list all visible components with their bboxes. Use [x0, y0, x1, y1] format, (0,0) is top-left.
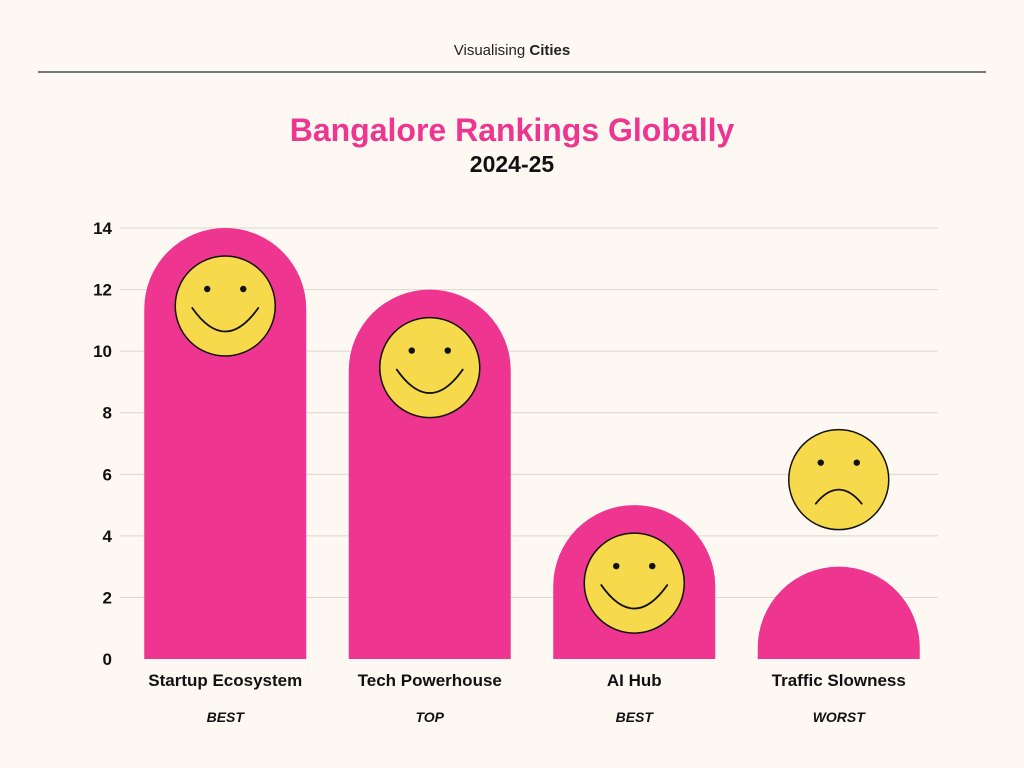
face-circle-2 — [583, 532, 685, 634]
y-tick-label-1: 2 — [103, 588, 112, 607]
face-eye-left-2 — [613, 562, 620, 570]
face-eye-right-3 — [853, 459, 860, 466]
chart-subtitle: 2024-25 — [469, 151, 555, 177]
y-tick-label-7: 14 — [93, 219, 112, 238]
brand-name: Cities — [529, 42, 571, 59]
face-eye-left-3 — [817, 459, 824, 466]
descriptor-label-1: TOP — [415, 709, 444, 725]
descriptor-label-0: BEST — [207, 709, 246, 725]
category-label-3: Traffic Slowness — [772, 671, 906, 690]
y-tick-label-2: 4 — [103, 527, 113, 546]
category-label-1: Tech Powerhouse — [358, 671, 502, 690]
sad-face-icon — [788, 428, 890, 531]
bar-3 — [757, 566, 920, 659]
y-tick-label-3: 6 — [103, 465, 112, 484]
face-eye-right-0 — [240, 285, 247, 293]
face-eye-right-2 — [649, 562, 656, 570]
chart-title: Bangalore Rankings Globally — [289, 112, 735, 148]
face-mouth-2 — [600, 584, 669, 610]
face-mouth-3 — [814, 488, 863, 505]
descriptor-label-3: WORST — [813, 709, 867, 725]
brand-prefix: Visualising — [453, 42, 530, 59]
face-eye-left-0 — [204, 285, 211, 293]
descriptor-label-2: BEST — [616, 709, 655, 725]
y-tick-label-5: 10 — [93, 342, 112, 361]
face-circle-3 — [788, 428, 890, 531]
category-label-2: AI Hub — [607, 671, 662, 690]
y-tick-label-6: 12 — [93, 281, 112, 300]
face-eye-left-1 — [408, 347, 415, 354]
smile-face-icon — [583, 532, 685, 634]
smile-face-icon — [174, 255, 276, 357]
face-mouth-0 — [191, 307, 260, 333]
y-tick-label-0: 0 — [103, 650, 112, 669]
face-mouth-1 — [395, 368, 464, 394]
category-label-0: Startup Ecosystem — [148, 671, 302, 690]
face-circle-1 — [379, 316, 481, 419]
smile-face-icon — [379, 316, 481, 419]
brand-header: Visualising Cities — [0, 42, 1024, 59]
face-eye-right-1 — [444, 347, 451, 354]
face-circle-0 — [174, 255, 276, 357]
y-tick-label-4: 8 — [103, 404, 112, 423]
header-divider — [38, 71, 986, 73]
